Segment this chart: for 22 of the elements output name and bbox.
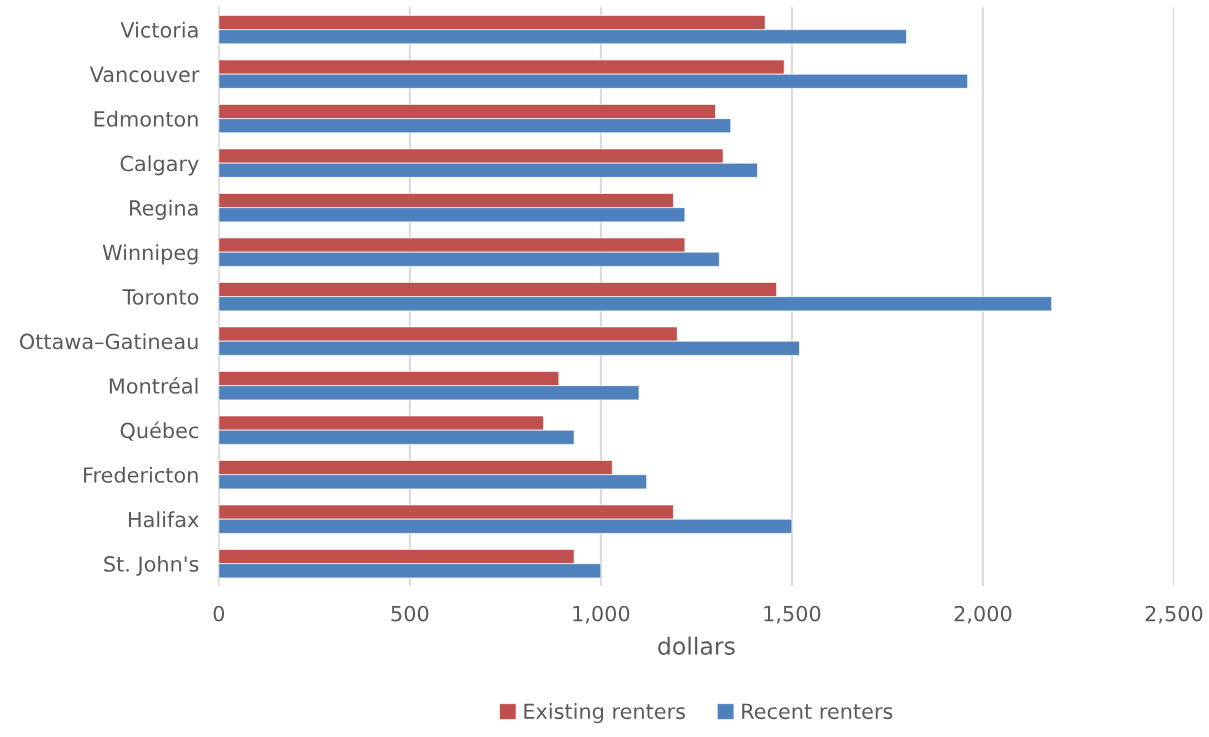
y-tick-label: Fredericton (84, 466, 198, 483)
y-tick-label: Edmonton (94, 110, 198, 127)
legend-label: Existing renters (524, 703, 685, 724)
y-tick-label: Toronto (122, 289, 199, 305)
x-tick-label: 500 (391, 605, 429, 622)
y-tick-label: Vancouver (89, 66, 200, 83)
x-tick-label: 1,000 (573, 605, 630, 624)
legend-label: Recent renters (742, 703, 893, 720)
y-tick-label: Winnipeg (102, 244, 198, 265)
y-tick-label: Halifax (128, 511, 199, 528)
x-tick-label: 2,500 (1145, 605, 1203, 624)
x-tick-label: 2,000 (954, 605, 1012, 624)
y-tick-label: Montréal (109, 376, 198, 394)
y-tick-label: Calgary (120, 155, 199, 176)
x-axis-title: dollars (658, 636, 735, 655)
x-tick-label: 0 (213, 605, 225, 622)
y-tick-label: Victoria (120, 21, 198, 38)
x-tick-label: 1,500 (764, 605, 821, 624)
y-tick-label: Ottawa–Gatineau (19, 333, 198, 350)
y-tick-label: Québec (120, 421, 199, 441)
y-tick-label: St. John's (104, 555, 199, 576)
y-tick-label: Regina (130, 199, 198, 220)
